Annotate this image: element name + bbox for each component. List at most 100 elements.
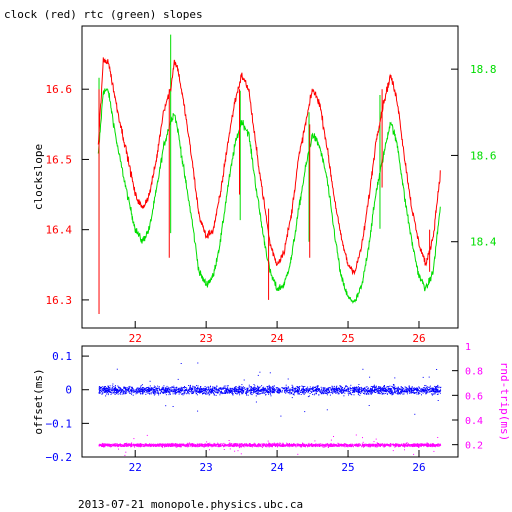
roundtrip-scatter-point [226,445,228,447]
offset-scatter-point [414,387,415,389]
offset-scatter-point [196,390,198,392]
offset-scatter-point [127,389,129,391]
roundtrip-scatter-point [401,444,403,446]
offset-scatter-point [335,387,337,389]
offset-scatter-point [200,386,202,387]
top-xtick-label: 22 [129,332,142,345]
offset-scatter-point [100,387,102,388]
roundtrip-scatter-point [146,444,148,446]
offset-scatter-point [361,387,363,389]
offset-scatter-point [98,391,100,393]
roundtrip-scatter-point [174,444,176,446]
offset-scatter-point [356,389,358,391]
offset-scatter-point [281,391,283,393]
roundtrip-scatter-point [192,445,193,446]
roundtrip-scatter-point [191,444,193,446]
offset-scatter-point [131,391,133,393]
offset-scatter-point [242,393,244,395]
offset-scatter-point [342,387,343,389]
roundtrip-scatter-point [300,446,302,448]
offset-scatter-point [268,391,270,393]
offset-scatter-point [380,388,382,390]
offset-scatter-point [324,387,326,389]
offset-scatter-point [278,389,280,391]
roundtrip-scatter-point [268,442,270,444]
offset-scatter-outlier [172,406,174,407]
offset-scatter-point [316,389,318,391]
offset-scatter-point [204,390,206,392]
offset-scatter-point [113,390,115,392]
roundtrip-scatter-point [136,443,138,445]
offset-scatter-point [385,391,387,393]
offset-scatter-point [422,387,424,389]
roundtrip-scatter-point [377,445,379,447]
offset-scatter-point [202,388,204,390]
offset-scatter-point [342,390,344,392]
offset-scatter-point [152,390,154,392]
roundtrip-scatter-point [204,443,206,445]
offset-scatter-point [212,392,214,394]
offset-scatter-point [110,392,112,394]
offset-scatter-point [153,389,155,390]
offset-scatter-point [188,385,190,386]
roundtrip-scatter-point [212,445,214,447]
offset-scatter-point [204,391,206,393]
offset-scatter-point [257,386,259,388]
offset-scatter-point [315,392,317,394]
offset-scatter-point [203,387,205,389]
offset-scatter-point [411,390,412,392]
roundtrip-scatter-point [229,445,231,447]
offset-scatter-point [432,389,434,391]
offset-scatter-point [330,392,332,394]
roundtrip-scatter-point [249,445,251,447]
offset-scatter-point [274,389,276,391]
offset-scatter-point [272,389,274,391]
offset-scatter-point [153,385,155,387]
offset-scatter-point [141,391,143,392]
offset-scatter-point [119,393,121,395]
offset-scatter-point [127,388,129,390]
roundtrip-scatter-point [191,446,193,448]
offset-scatter-point [401,392,403,394]
offset-scatter-point [98,392,100,394]
offset-scatter-point [114,392,116,394]
roundtrip-scatter-point [213,444,215,445]
offset-scatter-point [99,389,101,391]
offset-scatter-point [254,391,255,393]
roundtrip-scatter-point [106,443,108,445]
offset-scatter-point [382,389,383,391]
roundtrip-scatter-point [173,444,175,446]
offset-scatter-outlier [362,368,364,370]
offset-scatter-point [173,388,175,390]
offset-scatter-point [307,390,309,392]
offset-scatter-point [98,388,100,390]
offset-scatter-point [434,392,436,394]
offset-scatter-point [173,387,175,389]
offset-scatter-point [262,388,264,390]
offset-scatter-point [247,391,249,393]
offset-scatter-point [312,389,314,391]
offset-scatter-point [208,386,210,388]
offset-scatter-point [237,389,239,391]
offset-scatter-point [163,385,165,387]
offset-scatter-point [352,389,354,391]
offset-scatter-point [149,388,151,390]
offset-scatter-point [114,387,115,389]
offset-scatter-point [425,390,427,392]
offset-scatter-point [106,391,108,392]
offset-scatter-point [213,390,215,391]
roundtrip-scatter-point [215,444,216,446]
offset-scatter-point [215,387,217,389]
offset-scatter-point [104,390,106,392]
offset-scatter-point [348,387,350,389]
offset-scatter-point [320,386,322,388]
roundtrip-scatter-point [185,443,187,445]
offset-scatter-point [211,389,212,391]
offset-scatter-point [248,384,250,386]
offset-scatter-point [294,387,296,389]
offset-scatter-point [293,394,295,396]
offset-scatter-point [409,388,411,390]
offset-scatter-point [177,391,179,393]
roundtrip-scatter-point [231,443,233,444]
offset-scatter-point [303,386,305,388]
